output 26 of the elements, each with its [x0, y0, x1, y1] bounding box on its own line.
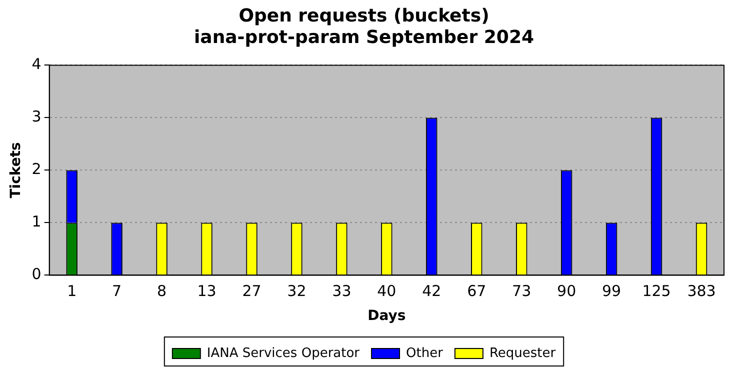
y-axis-title: Tickets — [8, 142, 24, 198]
x-tick-label: 13 — [197, 282, 216, 300]
x-tick-label: 40 — [377, 282, 396, 300]
x-tick-label: 33 — [332, 282, 352, 300]
chart-title: Open requests (buckets) iana-prot-param September 2024 — [194, 5, 534, 48]
x-tick-label: 90 — [557, 282, 576, 300]
x-tick-label: 8 — [157, 282, 167, 300]
legend-label: IANA Services Operator — [206, 346, 360, 361]
x-tick-label: 125 — [642, 282, 671, 300]
x-tick-label: 383 — [687, 282, 716, 300]
x-tick-label: 99 — [602, 282, 622, 300]
x-tick-label: 42 — [422, 282, 442, 300]
x-tick-label: 1 — [67, 282, 77, 300]
x-tick-label: 27 — [242, 282, 262, 300]
x-tick-label: 73 — [512, 282, 532, 300]
x-axis-title: Days — [368, 308, 406, 324]
y-tick-label: 2 — [32, 160, 42, 178]
y-tick-label: 0 — [32, 265, 42, 284]
x-tick-label: 32 — [287, 282, 306, 300]
y-tick-label: 1 — [32, 212, 42, 231]
y-tick-label: 3 — [32, 108, 42, 126]
y-tick-label: 4 — [32, 55, 42, 74]
x-tick-label: 7 — [112, 282, 122, 300]
legend-label: Other — [406, 346, 444, 361]
x-tick-label: 67 — [467, 282, 486, 300]
legend-label: Requester — [489, 346, 556, 361]
